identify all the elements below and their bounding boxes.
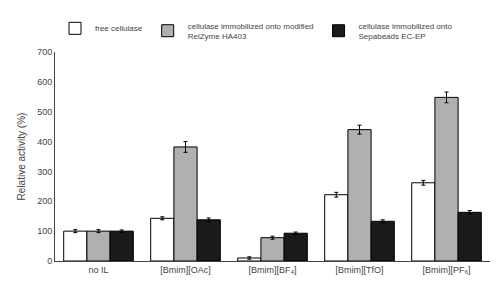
svg-text:300: 300	[37, 167, 52, 177]
svg-text:[Bmim][TfO]: [Bmim][TfO]	[336, 265, 384, 275]
svg-text:cellulase immobilized onto mod: cellulase immobilized onto modifiedRelZy…	[188, 22, 314, 41]
svg-text:cellulase immobilized ontoSepa: cellulase immobilized ontoSepabeads EC-E…	[359, 22, 453, 41]
svg-text:400: 400	[37, 137, 52, 147]
svg-text:no IL: no IL	[88, 265, 108, 275]
svg-text:100: 100	[37, 226, 52, 236]
svg-text:700: 700	[37, 47, 52, 57]
svg-text:[Bmim][OAc]: [Bmim][OAc]	[160, 265, 211, 275]
svg-text:0: 0	[47, 256, 52, 266]
svg-text:600: 600	[37, 77, 52, 87]
svg-text:[Bmim][BF₄]: [Bmim][BF₄]	[248, 265, 296, 275]
svg-text:free cellulase: free cellulase	[95, 24, 143, 33]
svg-text:500: 500	[37, 107, 52, 117]
svg-text:[Bmim][PF₆]: [Bmim][PF₆]	[422, 265, 470, 275]
svg-text:Relative activity (%): Relative activity (%)	[16, 113, 27, 201]
svg-text:200: 200	[37, 196, 52, 206]
